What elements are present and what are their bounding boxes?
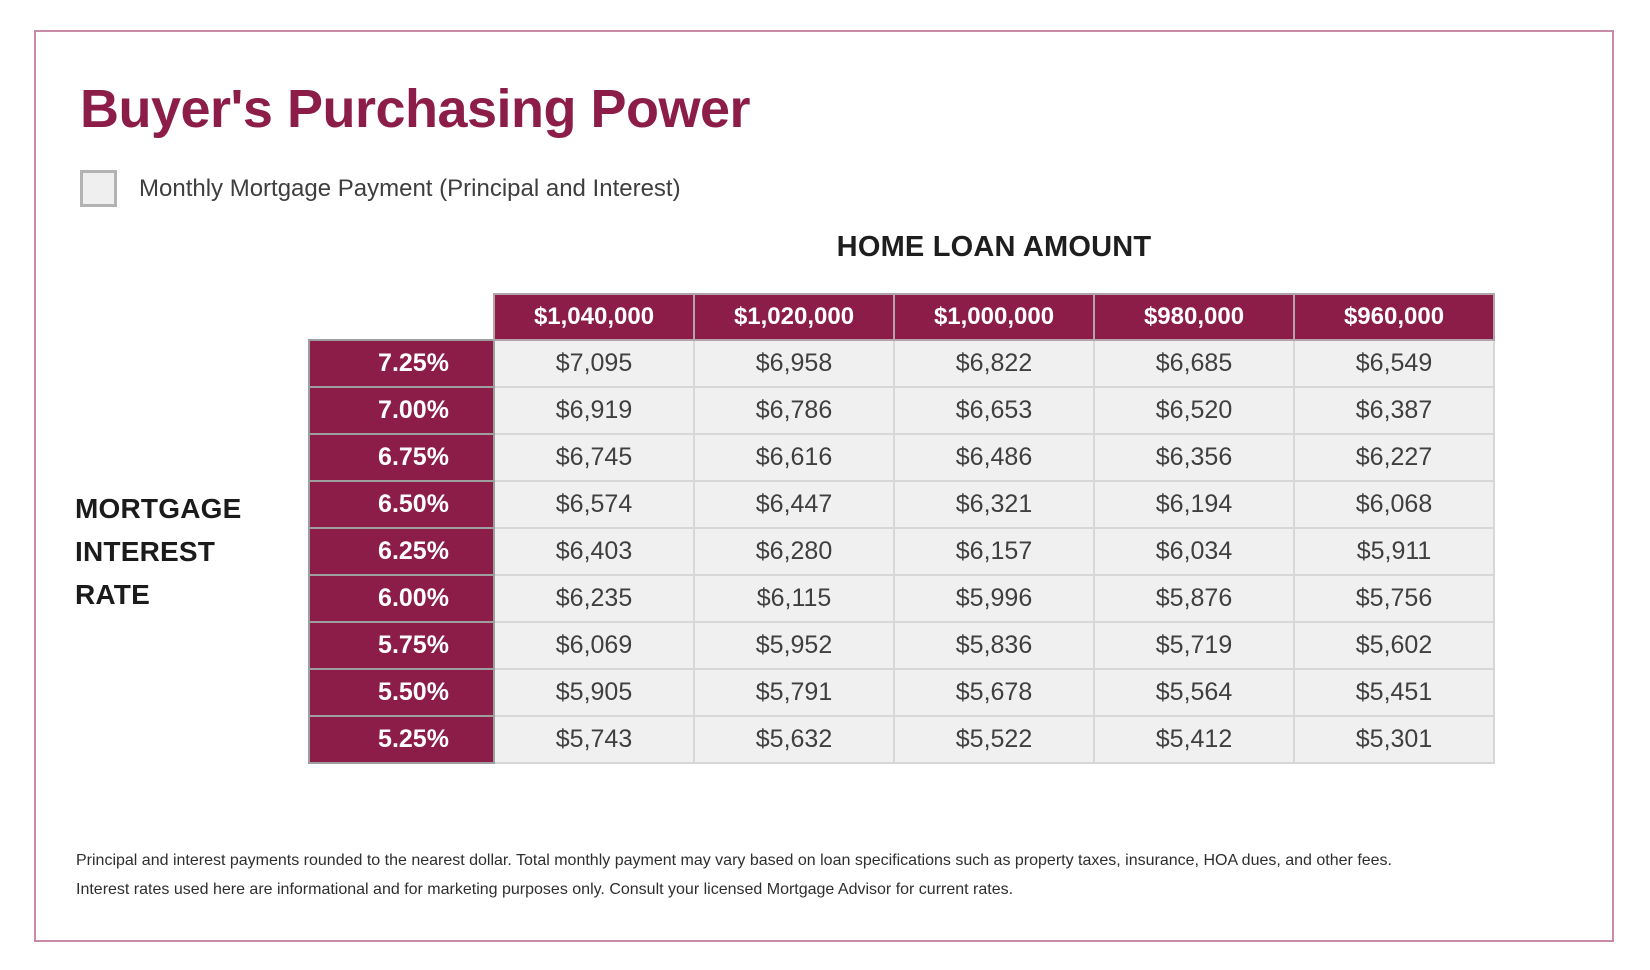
loan-amount-header-cell: $1,000,000 xyxy=(893,293,1095,341)
payment-cell: $5,632 xyxy=(693,715,895,764)
payment-cell: $5,743 xyxy=(493,715,695,764)
table-row: 6.50% $6,574 $6,447 $6,321 $6,194 $6,068 xyxy=(308,480,1495,529)
payment-cell: $5,678 xyxy=(893,668,1095,717)
rate-cell: 6.50% xyxy=(308,480,495,529)
payment-cell: $6,227 xyxy=(1293,433,1495,482)
rate-cell: 5.50% xyxy=(308,668,495,717)
payment-cell: $5,564 xyxy=(1093,668,1295,717)
rate-cell: 6.25% xyxy=(308,527,495,576)
row-axis-title-line: RATE xyxy=(75,579,150,610)
payment-cell: $6,235 xyxy=(493,574,695,623)
loan-amount-header-cell: $1,020,000 xyxy=(693,293,895,341)
payment-cell: $6,069 xyxy=(493,621,695,670)
table-row: 6.25% $6,403 $6,280 $6,157 $6,034 $5,911 xyxy=(308,527,1495,576)
legend-label: Monthly Mortgage Payment (Principal and … xyxy=(139,174,681,202)
payment-cell: $5,451 xyxy=(1293,668,1495,717)
payment-cell: $6,321 xyxy=(893,480,1095,529)
corner-spacer-cell xyxy=(309,294,494,340)
payment-cell: $6,447 xyxy=(693,480,895,529)
payment-cell: $6,387 xyxy=(1293,386,1495,435)
payment-cell: $5,836 xyxy=(893,621,1095,670)
payment-cell: $5,301 xyxy=(1293,715,1495,764)
rate-cell: 6.75% xyxy=(308,433,495,482)
payment-cell: $6,486 xyxy=(893,433,1095,482)
payment-cell: $6,822 xyxy=(893,339,1095,388)
disclaimer-line: Interest rates used here are information… xyxy=(76,881,1014,898)
rate-cell: 5.75% xyxy=(308,621,495,670)
rate-cell: 6.00% xyxy=(308,574,495,623)
payment-cell: $5,905 xyxy=(493,668,695,717)
payment-cell: $6,958 xyxy=(693,339,895,388)
loan-amount-header-cell: $960,000 xyxy=(1293,293,1495,341)
payment-cell: $5,602 xyxy=(1293,621,1495,670)
rate-cell: 7.25% xyxy=(308,339,495,388)
table-row: 7.25% $7,095 $6,958 $6,822 $6,685 $6,549 xyxy=(308,339,1495,388)
row-axis-title-line: MORTGAGE xyxy=(75,493,242,524)
table-row: 6.00% $6,235 $6,115 $5,996 $5,876 $5,756 xyxy=(308,574,1495,623)
payment-cell: $6,115 xyxy=(693,574,895,623)
payment-cell: $5,876 xyxy=(1093,574,1295,623)
payment-cell: $5,412 xyxy=(1093,715,1295,764)
table-row: 5.50% $5,905 $5,791 $5,678 $5,564 $5,451 xyxy=(308,668,1495,717)
disclaimer-line: Principal and interest payments rounded … xyxy=(76,852,1392,869)
payment-cell: $6,786 xyxy=(693,386,895,435)
payment-cell: $7,095 xyxy=(493,339,695,388)
legend-swatch xyxy=(80,170,117,207)
loan-amount-header-cell: $1,040,000 xyxy=(493,293,695,341)
table-row: 5.75% $6,069 $5,952 $5,836 $5,719 $5,602 xyxy=(308,621,1495,670)
table-header-row: $1,040,000 $1,020,000 $1,000,000 $980,00… xyxy=(309,293,1495,341)
row-axis-title: MORTGAGE INTEREST RATE xyxy=(75,487,241,616)
table-row: 5.25% $5,743 $5,632 $5,522 $5,412 $5,301 xyxy=(308,715,1495,764)
payment-cell: $6,919 xyxy=(493,386,695,435)
payment-cell: $6,685 xyxy=(1093,339,1295,388)
payment-cell: $6,034 xyxy=(1093,527,1295,576)
legend: Monthly Mortgage Payment (Principal and … xyxy=(80,170,681,207)
rate-cell: 7.00% xyxy=(308,386,495,435)
payment-cell: $5,719 xyxy=(1093,621,1295,670)
payment-cell: $6,574 xyxy=(493,480,695,529)
disclaimer: Principal and interest payments rounded … xyxy=(76,846,1392,904)
payment-cell: $6,157 xyxy=(893,527,1095,576)
column-axis-title: HOME LOAN AMOUNT xyxy=(836,231,1152,263)
payment-cell: $5,791 xyxy=(693,668,895,717)
payment-cell: $6,068 xyxy=(1293,480,1495,529)
page-title: Buyer's Purchasing Power xyxy=(80,79,751,139)
table-row: 7.00% $6,919 $6,786 $6,653 $6,520 $6,387 xyxy=(308,386,1495,435)
row-axis-title-line: INTEREST xyxy=(75,536,216,567)
payment-cell: $6,403 xyxy=(493,527,695,576)
payment-cell: $6,745 xyxy=(493,433,695,482)
rate-cell: 5.25% xyxy=(308,715,495,764)
payment-cell: $5,952 xyxy=(693,621,895,670)
payment-cell: $6,194 xyxy=(1093,480,1295,529)
loan-amount-header-cell: $980,000 xyxy=(1093,293,1295,341)
payment-cell: $5,911 xyxy=(1293,527,1495,576)
payment-cell: $6,616 xyxy=(693,433,895,482)
payment-cell: $5,522 xyxy=(893,715,1095,764)
payment-cell: $6,653 xyxy=(893,386,1095,435)
table-row: 6.75% $6,745 $6,616 $6,486 $6,356 $6,227 xyxy=(308,433,1495,482)
payment-cell: $5,996 xyxy=(893,574,1095,623)
payment-cell: $6,280 xyxy=(693,527,895,576)
payment-cell: $6,356 xyxy=(1093,433,1295,482)
payment-cell: $6,520 xyxy=(1093,386,1295,435)
payment-cell: $5,756 xyxy=(1293,574,1495,623)
payment-cell: $6,549 xyxy=(1293,339,1495,388)
payment-matrix-table: $1,040,000 $1,020,000 $1,000,000 $980,00… xyxy=(308,293,1495,764)
